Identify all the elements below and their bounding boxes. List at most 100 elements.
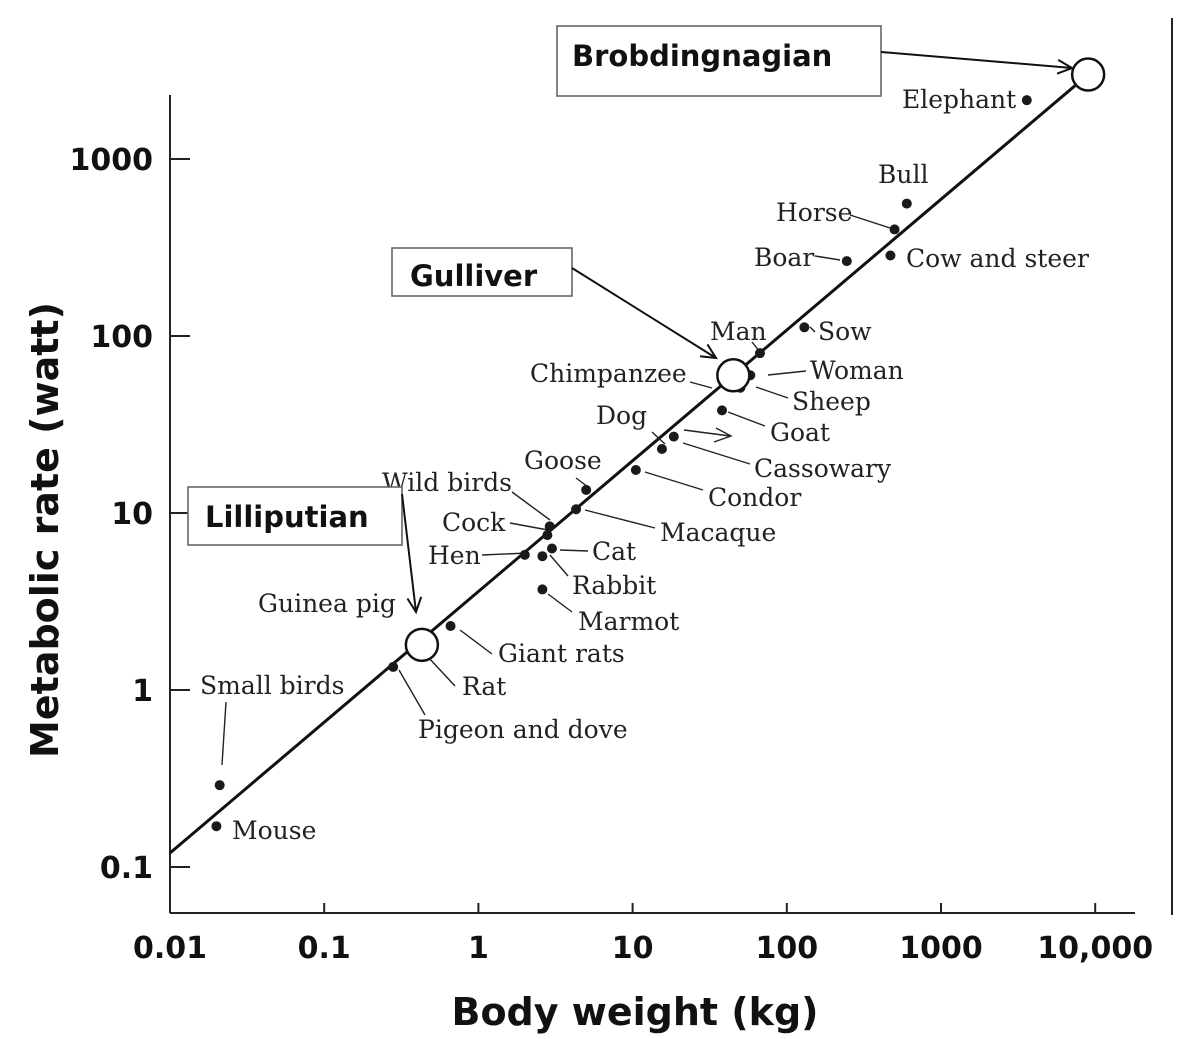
label-hen: Hen: [428, 541, 481, 570]
label-pigeon-and-dove: Pigeon and dove: [418, 715, 628, 744]
x-ticks: 0.01 0.1 1 10 100 1000 10,000: [133, 903, 1153, 966]
leader-macaque: [584, 509, 656, 529]
brobdingnagian-label: Brobdingnagian: [572, 39, 832, 73]
label-dog: Dog: [596, 401, 647, 430]
label-small-birds: Small birds: [200, 671, 344, 700]
point-dog: [668, 431, 679, 442]
y-axis-title: Metabolic rate (watt): [23, 302, 67, 758]
leader-cat: [559, 549, 589, 552]
point-marmot: [537, 584, 548, 595]
y-tick-label: 10: [111, 497, 153, 532]
lilliputian-box: [187, 486, 403, 546]
leader-sow: [809, 326, 816, 333]
point-macaque: [571, 504, 582, 515]
leader-rat: [427, 656, 456, 687]
leader-boar: [814, 255, 841, 261]
label-cow-and-steer: Cow and steer: [906, 244, 1089, 273]
label-bull: Bull: [878, 160, 928, 189]
point-boar: [841, 256, 852, 267]
leader-sheep: [755, 386, 789, 399]
x-tick-label: 1: [468, 931, 489, 966]
point-cow-and-steer: [885, 250, 896, 261]
point-sow: [799, 322, 810, 333]
point-labels: Mouse Small birds Pigeon and dove Rat Guinea…: [200, 85, 1089, 845]
gulliver-arrowhead: [699, 343, 718, 360]
label-mouse: Mouse: [232, 816, 316, 845]
label-elephant: Elephant: [902, 85, 1016, 114]
gulliver-label: Gulliver: [410, 259, 538, 293]
y-tick-label: 1: [132, 674, 153, 709]
point-wild-birds: [544, 521, 555, 532]
leader-woman: [767, 370, 807, 376]
point-small-birds: [214, 780, 225, 791]
point-man: [754, 348, 765, 359]
lilliputian-arrow: [401, 493, 417, 613]
x-axis-title: Body weight (kg): [451, 990, 818, 1034]
label-cat: Cat: [592, 537, 636, 566]
dog-arrow-shaft: [683, 429, 731, 437]
label-boar: Boar: [754, 243, 814, 272]
point-goat: [717, 405, 728, 416]
gulliver-arrow: [571, 267, 717, 359]
leader-condor: [644, 471, 704, 491]
label-condor: Condor: [708, 483, 801, 512]
brobdingnagian-arrowhead: [1056, 59, 1075, 75]
brobdingnagian-box: [556, 25, 882, 97]
x-tick-label: 10: [612, 931, 654, 966]
brobdingnagian-marker: [1070, 57, 1106, 92]
y-tick-label: 1000: [70, 143, 154, 178]
leader-dog: [651, 431, 666, 445]
label-goat: Goat: [770, 418, 830, 447]
x-tick-label: 0.1: [298, 931, 351, 966]
leader-cassowary: [682, 442, 751, 465]
label-horse: Horse: [776, 198, 852, 227]
x-tick-label: 10,000: [1037, 931, 1153, 966]
leader-chimpanzee: [689, 381, 713, 389]
leader-rabbit: [549, 554, 569, 577]
point-cat: [546, 543, 557, 554]
leader-horse: [849, 214, 891, 229]
label-woman: Woman: [810, 356, 904, 385]
label-guinea-pig: Guinea pig: [258, 589, 396, 618]
point-goose: [581, 484, 592, 495]
point-pigeon-and-dove: [388, 661, 399, 672]
label-marmot: Marmot: [578, 607, 679, 636]
lilliputian-marker: [404, 627, 440, 663]
y-tick-label: 0.1: [100, 851, 153, 886]
leader-marmot: [547, 593, 573, 613]
label-cock: Cock: [442, 508, 506, 537]
point-bull: [901, 198, 912, 209]
lilliputian-label: Lilliputian: [205, 500, 369, 534]
point-cock: [542, 530, 553, 541]
leader-pigeon-and-dove: [398, 669, 426, 716]
leader-goat: [727, 411, 766, 427]
point-cassowary: [656, 443, 667, 454]
label-sow: Sow: [818, 317, 872, 346]
label-macaque: Macaque: [660, 518, 776, 547]
point-horse: [889, 224, 900, 235]
label-cassowary: Cassowary: [754, 454, 892, 483]
point-mouse: [211, 821, 222, 832]
x-tick-label: 0.01: [133, 931, 207, 966]
label-wild-birds: Wild birds: [382, 468, 512, 497]
gulliver-marker: [716, 358, 751, 393]
leader-cock: [509, 522, 549, 531]
brobdingnagian-arrow: [880, 51, 1073, 69]
y-ticks: 0.1 1 10 100 1000: [70, 143, 190, 886]
lilliputian-arrowhead: [406, 596, 423, 615]
label-man: Man: [710, 317, 767, 346]
leader-giant-rats: [459, 629, 493, 655]
point-giant-rats: [445, 620, 456, 631]
label-leaders: [221, 214, 891, 766]
point-hen: [519, 549, 530, 560]
label-chimpanzee: Chimpanzee: [530, 359, 687, 388]
y-tick-label: 100: [90, 320, 153, 355]
x-tick-label: 100: [755, 931, 818, 966]
label-giant-rats: Giant rats: [498, 639, 625, 668]
point-elephant: [1021, 95, 1032, 106]
fit-line: [169, 73, 1090, 855]
callouts: Lilliputian Gulliver Brobdingnagian: [187, 25, 1106, 663]
label-sheep: Sheep: [792, 387, 871, 416]
leader-wild-birds: [511, 491, 551, 521]
